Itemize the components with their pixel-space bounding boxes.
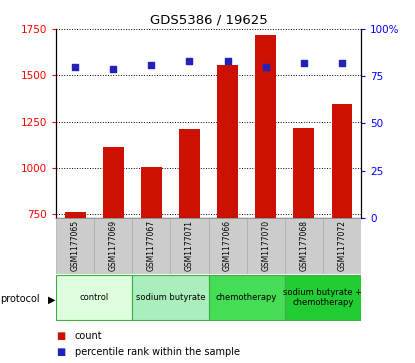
Bar <box>293 128 314 218</box>
Bar <box>209 218 247 274</box>
Bar <box>171 218 209 274</box>
Point <box>300 60 307 66</box>
Text: percentile rank within the sample: percentile rank within the sample <box>75 347 240 357</box>
Text: GSM1177065: GSM1177065 <box>71 220 80 272</box>
Text: control: control <box>80 293 109 302</box>
Bar <box>217 65 238 218</box>
Text: GSM1177069: GSM1177069 <box>109 220 118 272</box>
Bar <box>65 212 85 218</box>
Text: ▶: ▶ <box>48 294 55 305</box>
Text: GSM1177072: GSM1177072 <box>337 220 347 272</box>
Text: GSM1177067: GSM1177067 <box>147 220 156 272</box>
Text: GSM1177071: GSM1177071 <box>185 220 194 272</box>
Point <box>224 58 231 64</box>
Text: sodium butyrate +
chemotherapy: sodium butyrate + chemotherapy <box>283 288 362 307</box>
Text: ■: ■ <box>56 347 65 357</box>
Title: GDS5386 / 19625: GDS5386 / 19625 <box>150 13 267 26</box>
Point <box>148 62 155 68</box>
Bar <box>255 34 276 218</box>
Text: GSM1177066: GSM1177066 <box>223 220 232 272</box>
Point <box>186 58 193 64</box>
Bar <box>94 218 132 274</box>
Bar <box>285 275 361 320</box>
Bar <box>332 104 352 218</box>
Bar <box>141 167 162 218</box>
Text: count: count <box>75 331 103 341</box>
Text: protocol: protocol <box>0 294 40 305</box>
Bar <box>179 129 200 218</box>
Bar <box>103 147 124 218</box>
Bar <box>132 218 171 274</box>
Bar <box>285 218 323 274</box>
Point <box>72 64 78 70</box>
Bar <box>209 275 285 320</box>
Bar <box>323 218 361 274</box>
Point <box>110 66 117 72</box>
Text: sodium butyrate: sodium butyrate <box>136 293 205 302</box>
Text: GSM1177070: GSM1177070 <box>261 220 270 272</box>
Bar <box>247 218 285 274</box>
Point <box>262 64 269 70</box>
Bar <box>56 218 94 274</box>
Bar <box>56 275 132 320</box>
Point <box>339 60 345 66</box>
Text: GSM1177068: GSM1177068 <box>299 220 308 272</box>
Text: ■: ■ <box>56 331 65 341</box>
Text: chemotherapy: chemotherapy <box>216 293 277 302</box>
Bar <box>132 275 209 320</box>
